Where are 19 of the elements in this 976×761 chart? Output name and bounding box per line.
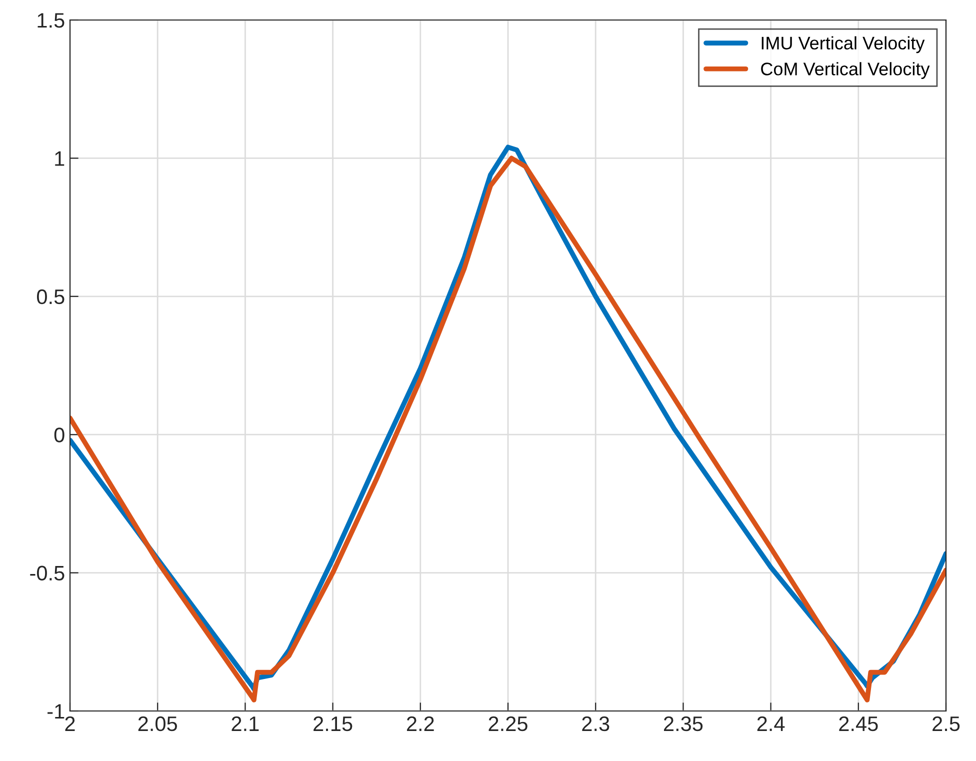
x-tick-label: 2.1 <box>232 716 259 731</box>
y-tick-label: -0.5 <box>30 566 64 581</box>
y-tick-label: 1.5 <box>38 13 64 28</box>
x-tick-label: 2.4 <box>757 716 785 731</box>
x-tick-label: 2.35 <box>664 716 703 732</box>
x-tick-label: 2.25 <box>488 716 528 732</box>
x-tick-label: 2.2 <box>406 716 434 731</box>
x-tick-label: 2.5 <box>932 716 960 732</box>
y-tick-label: 0 <box>54 428 64 442</box>
y-tick-label: -1 <box>48 704 64 719</box>
y-tick-label: 1 <box>55 151 64 166</box>
x-tick-label: 2.45 <box>839 716 878 732</box>
x-tick-label: 2.3 <box>582 716 610 732</box>
x-tick-label: 2 <box>65 716 75 731</box>
legend-label: IMU Vertical Velocity <box>762 36 925 54</box>
x-tick-label: 2.15 <box>314 716 352 732</box>
y-tick-label: 0.5 <box>36 289 64 304</box>
x-tick-label: 2.05 <box>138 716 177 732</box>
legend-label: CoM Vertical Velocity <box>761 62 930 79</box>
